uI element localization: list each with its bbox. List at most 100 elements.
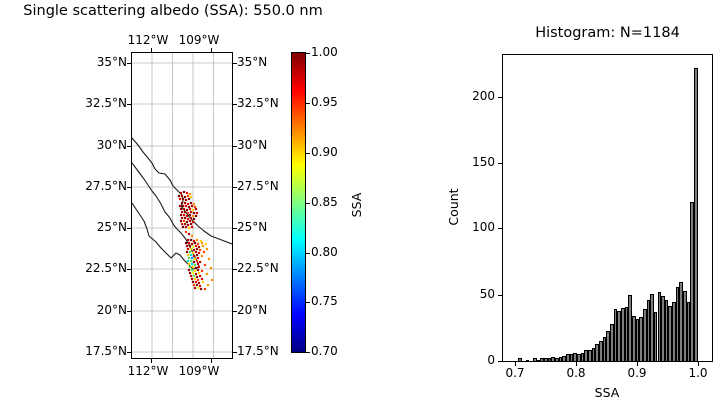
histogram-bar: [675, 287, 680, 361]
ssa-data-point: [194, 266, 198, 270]
ssa-data-point: [189, 259, 193, 263]
ssa-data-point: [193, 269, 197, 273]
colorbar-tick: [306, 103, 310, 104]
ssa-data-point: [195, 275, 199, 279]
ssa-data-point: [185, 214, 189, 218]
ssa-data-point: [207, 257, 211, 261]
histogram-bar: [650, 293, 654, 361]
lat-tick: [127, 63, 131, 64]
ssa-data-point: [184, 198, 188, 202]
lat-tick: [233, 104, 237, 105]
colorbar-tick: [306, 153, 310, 154]
lat-tick: [127, 104, 131, 105]
histogram-bar: [569, 354, 574, 361]
lat-tick-label: 17.5°N: [85, 344, 127, 358]
ssa-data-point: [183, 210, 187, 214]
ssa-data-point: [188, 192, 192, 196]
lat-tick: [127, 228, 131, 229]
histogram-y-tick-label: 200: [472, 89, 495, 103]
colorbar-gradient: [292, 53, 305, 352]
ssa-data-point: [181, 225, 185, 229]
ssa-data-point: [187, 256, 191, 260]
ssa-data-point: [179, 207, 183, 211]
histogram-bar: [573, 353, 577, 361]
ssa-data-point: [193, 241, 197, 245]
histogram-y-tick-label: 100: [472, 220, 495, 234]
ssa-data-point: [187, 226, 191, 230]
map-canvas: [131, 53, 233, 358]
ssa-data-point: [204, 242, 208, 246]
lat-tick: [233, 63, 237, 64]
ssa-data-point: [196, 242, 200, 246]
histogram-bar: [558, 357, 563, 361]
ssa-data-point: [194, 244, 198, 248]
ssa-data-point: [185, 191, 189, 195]
ssa-data-point: [188, 250, 192, 254]
ssa-data-point: [191, 208, 195, 212]
ssa-data-point: [180, 216, 184, 220]
ssa-data-point: [190, 242, 194, 246]
histogram-bar: [613, 309, 618, 361]
ssa-data-point: [195, 247, 199, 251]
ssa-data-point: [192, 217, 196, 221]
histogram-bar: [624, 306, 629, 361]
lon-tick-label: 109°W: [178, 364, 220, 378]
ssa-data-point: [200, 241, 204, 245]
ssa-data-point: [191, 245, 195, 249]
ssa-data-point: [183, 201, 187, 205]
histogram-xlabel: SSA: [594, 385, 620, 400]
map-title: Single scattering albedo (SSA): 550.0 nm: [23, 3, 323, 19]
lat-tick: [233, 187, 237, 188]
lon-tick: [211, 48, 212, 52]
lat-tick: [233, 269, 237, 270]
ssa-data-point: [182, 213, 186, 217]
ssa-data-point: [180, 222, 184, 226]
histogram-bar: [566, 354, 570, 361]
histogram-bar: [646, 300, 651, 361]
ssa-data-point: [184, 225, 188, 229]
ssa-data-point: [186, 247, 190, 251]
ssa-data-point: [206, 283, 210, 287]
histogram-bar: [653, 312, 658, 361]
histogram-bar: [595, 343, 599, 361]
ssa-data-point: [189, 253, 193, 257]
ssa-data-point: [184, 230, 188, 234]
ssa-data-point: [183, 222, 187, 226]
ssa-data-point: [180, 210, 184, 214]
ssa-data-point: [198, 284, 202, 288]
histogram-bar: [642, 309, 647, 361]
histogram-bar: [562, 355, 567, 361]
ssa-data-point: [194, 207, 198, 211]
lat-tick-label: 35°N: [96, 55, 127, 69]
ssa-data-point: [188, 265, 192, 269]
lon-tick-label: 112°W: [127, 364, 169, 378]
histogram-bar: [555, 358, 559, 361]
ssa-data-point: [186, 202, 190, 206]
ssa-data-point: [187, 197, 191, 201]
histogram-bar: [694, 67, 698, 361]
ssa-data-point: [200, 254, 204, 258]
ssa-data-point: [188, 271, 192, 275]
ssa-data-point: [192, 274, 196, 278]
colorbar-axis-label: SSA: [349, 192, 364, 218]
ssa-data-point: [192, 211, 196, 215]
ssa-data-point: [186, 238, 190, 242]
ssa-data-point: [193, 277, 197, 281]
histogram-bar: [672, 301, 676, 361]
histogram-x-tick-label: 0.7: [505, 366, 525, 380]
histogram-bar: [577, 354, 581, 361]
ssa-data-point: [195, 238, 199, 242]
ssa-data-point: [194, 250, 198, 254]
ssa-data-point: [205, 247, 209, 251]
lon-tick-label: 112°W: [127, 33, 169, 47]
ssa-data-point: [203, 263, 207, 267]
ssa-data-point: [189, 201, 193, 205]
histogram-bar: [617, 310, 621, 361]
ssa-data-point: [201, 280, 205, 284]
lat-tick-label: 20°N: [96, 303, 127, 317]
lat-tick: [233, 352, 237, 353]
ssa-data-point: [194, 272, 198, 276]
colorbar-tick: [306, 203, 310, 204]
lat-tick: [233, 311, 237, 312]
